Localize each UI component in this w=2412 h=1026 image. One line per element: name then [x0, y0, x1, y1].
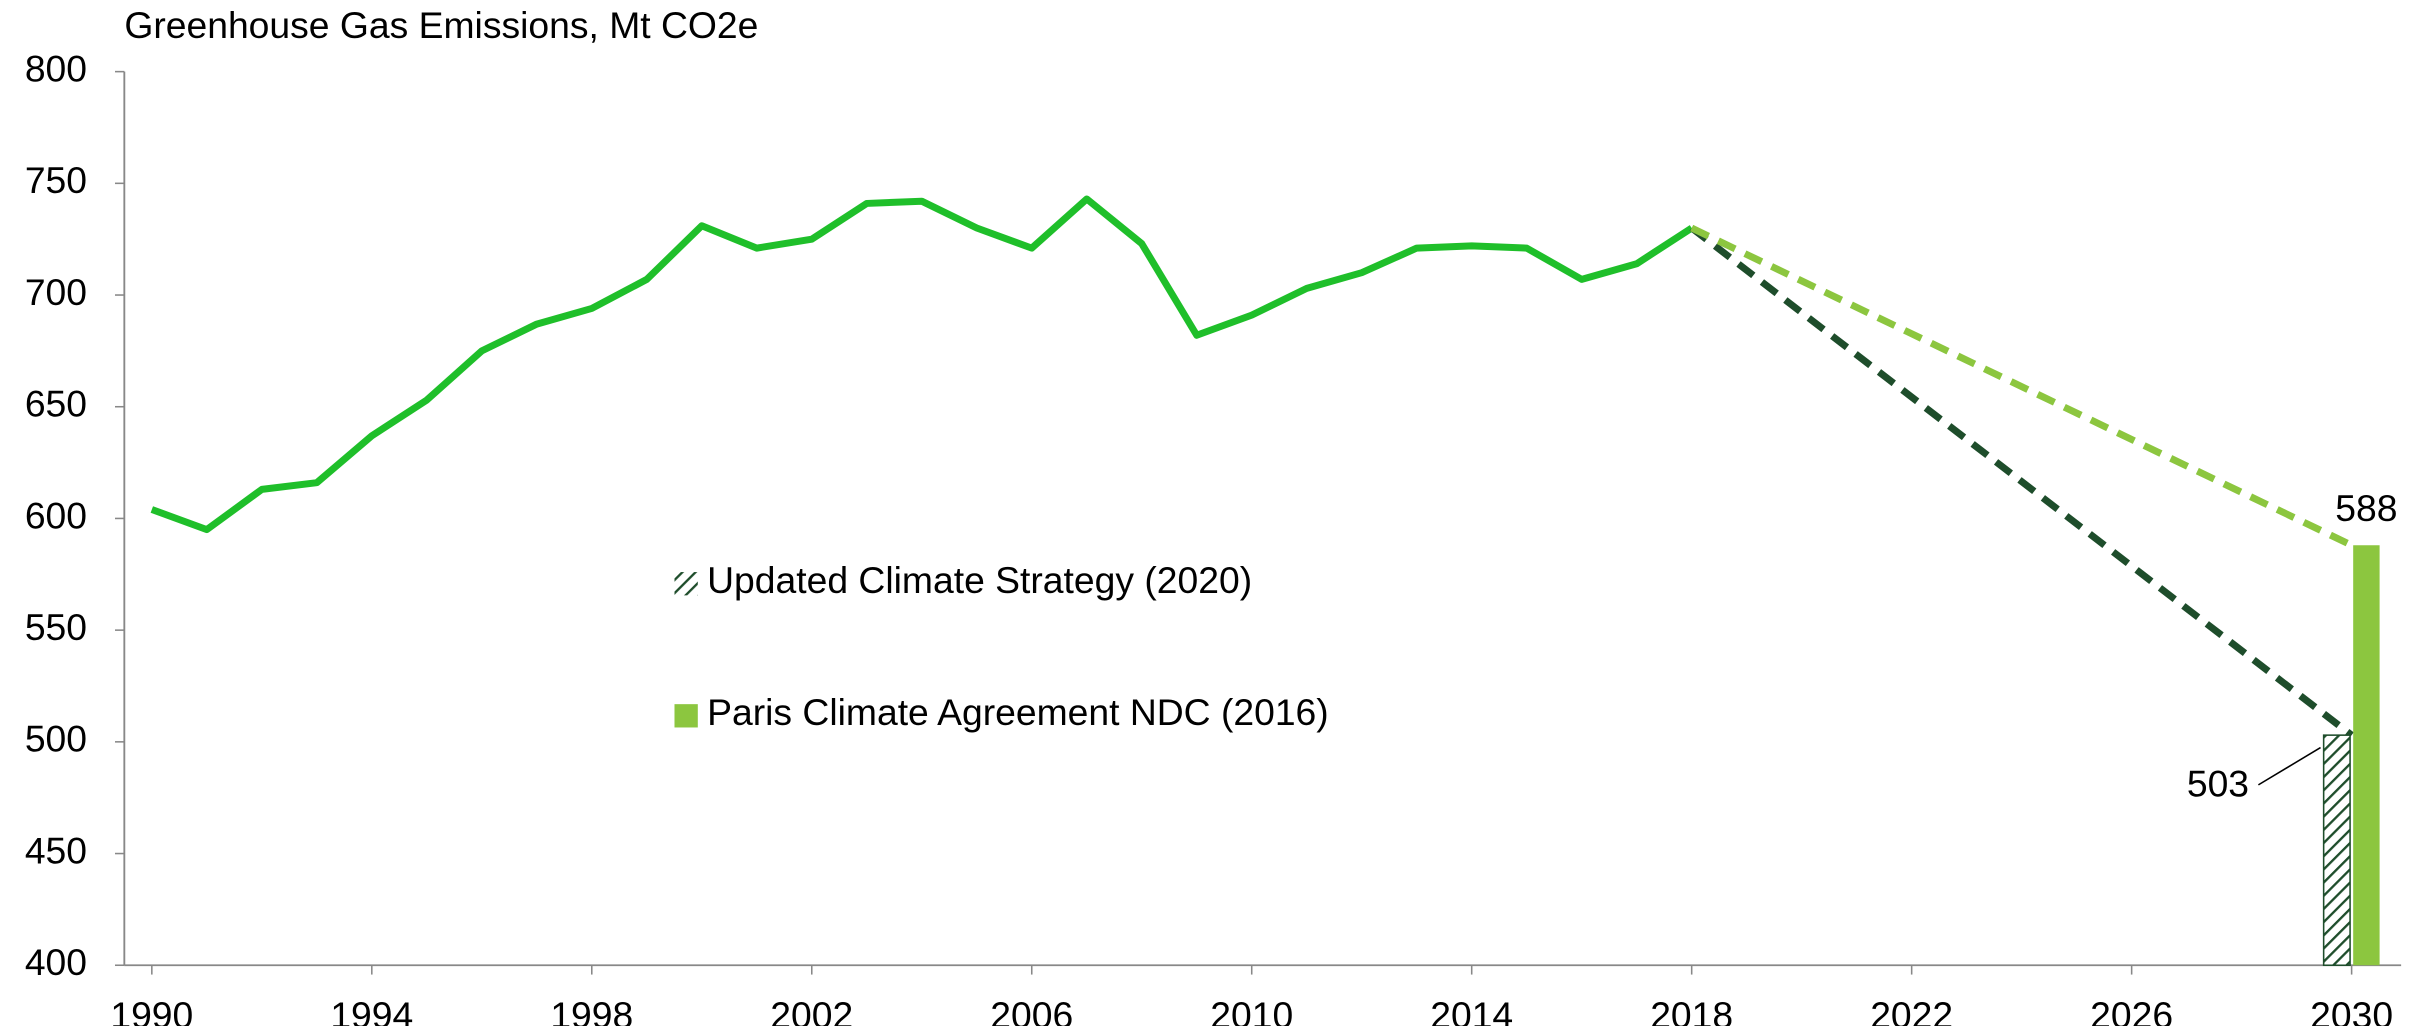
legend-label: Paris Climate Agreement NDC (2016): [707, 691, 1329, 733]
x-tick-label: 1994: [330, 994, 413, 1026]
x-tick-label: 1998: [550, 994, 633, 1026]
y-tick-label: 600: [25, 494, 87, 536]
legend-swatch: [674, 704, 698, 728]
y-tick-label: 650: [25, 383, 87, 425]
y-tick-label: 500: [25, 718, 87, 760]
x-tick-label: 2030: [2310, 994, 2393, 1026]
x-tick-label: 2014: [1430, 994, 1513, 1026]
legend-label: Updated Climate Strategy (2020): [707, 559, 1252, 601]
projection-line: [1690, 224, 2354, 549]
y-tick-label: 800: [25, 47, 87, 89]
chart-title: Greenhouse Gas Emissions, Mt CO2e: [124, 4, 758, 46]
legend-swatch: [674, 572, 698, 596]
target-bar: [2353, 545, 2380, 966]
data-label: 588: [2335, 487, 2397, 529]
y-tick-label: 700: [25, 271, 87, 313]
x-tick-label: 2018: [1650, 994, 1733, 1026]
x-tick-label: 2006: [990, 994, 1073, 1026]
y-tick-label: 450: [25, 829, 87, 871]
y-tick-label: 400: [25, 941, 87, 983]
x-tick-label: 2002: [770, 994, 853, 1026]
target-bar: [2322, 734, 2351, 967]
x-tick-label: 1990: [110, 994, 193, 1026]
data-label: 503: [2187, 762, 2249, 804]
y-tick-label: 750: [25, 159, 87, 201]
x-tick-label: 2026: [2090, 994, 2173, 1026]
projection-line: [1689, 225, 2354, 738]
x-tick-label: 2010: [1210, 994, 1293, 1026]
leader-line: [2257, 746, 2321, 786]
x-tick-label: 2022: [1870, 994, 1953, 1026]
emissions-line: [150, 195, 1694, 534]
y-tick-label: 550: [25, 606, 87, 648]
